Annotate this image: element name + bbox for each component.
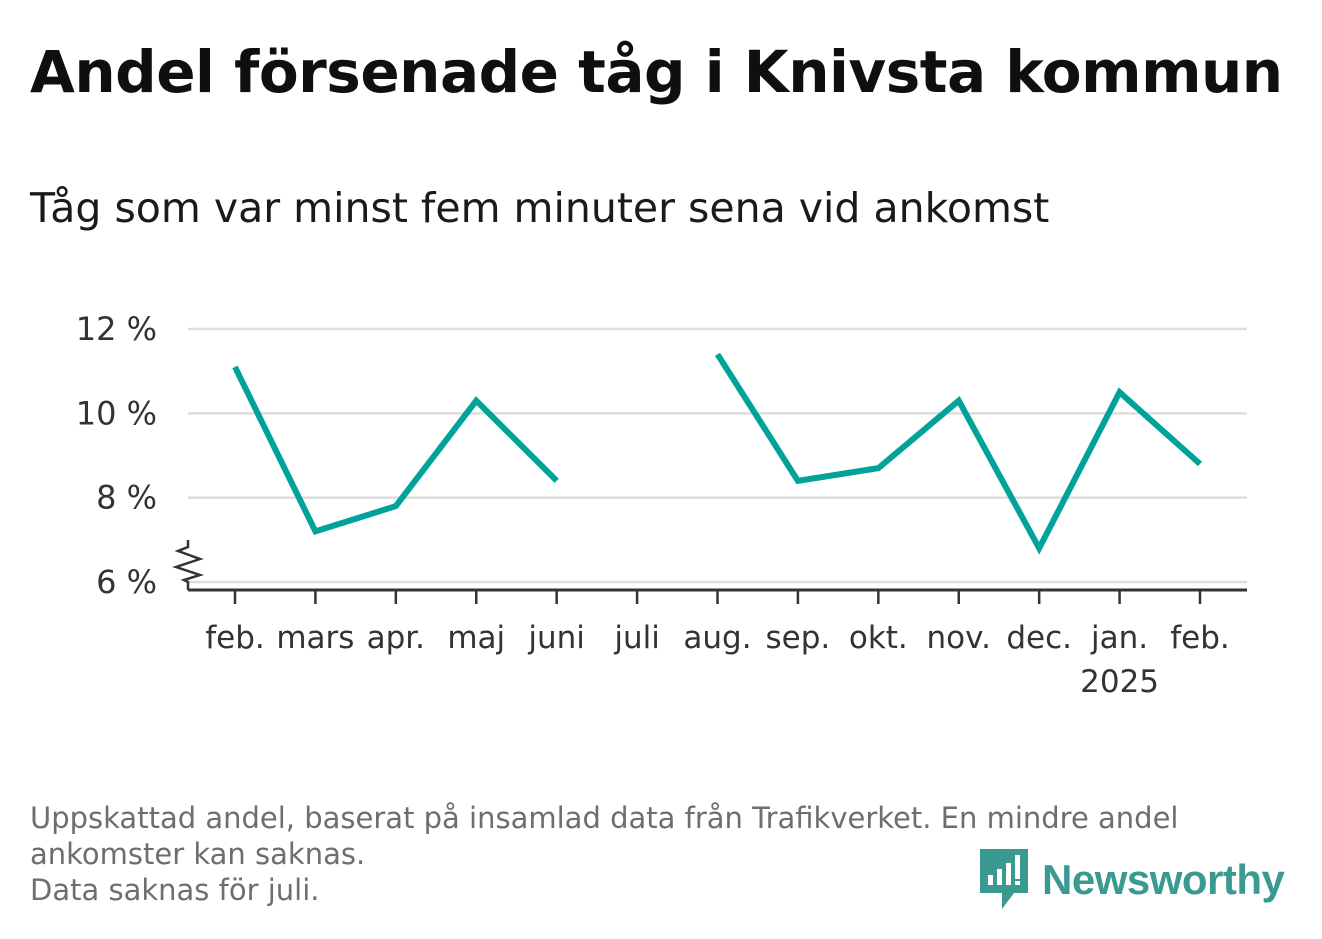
x-tick-label: okt. [849, 620, 908, 656]
chart-subtitle: Tåg som var minst fem minuter sena vid a… [30, 184, 1050, 232]
x-tick-label: feb. [1170, 620, 1230, 656]
x-tick-label: jan. [1090, 620, 1148, 656]
chart-title: Andel försenade tåg i Knivsta kommun [30, 38, 1283, 106]
footnote-line: Data saknas för juli. [30, 873, 320, 907]
brand-name: Newsworthy [1042, 856, 1285, 903]
series-line [714, 352, 1202, 555]
newsworthy-logo-icon [980, 849, 1028, 909]
x-tick-label: apr. [367, 620, 425, 656]
x-year-label: 2025 [1080, 664, 1159, 700]
x-tick-label: juni [527, 620, 585, 656]
y-tick-label: 10 % [76, 394, 157, 432]
y-tick-label: 12 % [76, 310, 157, 348]
x-tick-label: sep. [766, 620, 831, 656]
footnote-line: ankomster kan saknas. [30, 837, 366, 871]
x-tick-label: mars [276, 620, 354, 656]
y-tick-label: 8 % [96, 479, 157, 517]
x-tick-label: aug. [683, 620, 751, 656]
x-tick-label: juli [613, 620, 660, 656]
x-tick-label: maj [447, 620, 505, 656]
y-tick-label: 6 % [96, 563, 157, 601]
axis-break-icon [172, 540, 205, 590]
x-tick-label: feb. [205, 620, 265, 656]
footnote-line: Uppskattad andel, baserat på insamlad da… [30, 801, 1179, 835]
brand-logo: Newsworthy [980, 848, 1285, 912]
x-tick-label: nov. [927, 620, 991, 656]
series-line [232, 365, 559, 536]
footnote: Uppskattad andel, baserat på insamlad da… [30, 800, 1280, 908]
x-tick-label: dec. [1006, 620, 1072, 656]
